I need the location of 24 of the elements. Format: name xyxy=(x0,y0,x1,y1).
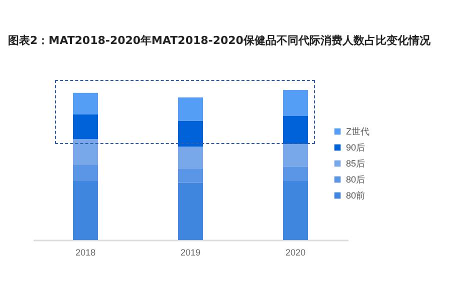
bar xyxy=(283,116,308,144)
bar xyxy=(283,181,308,240)
bar xyxy=(283,144,308,167)
bar xyxy=(73,165,98,182)
legend-label: 90后 xyxy=(346,142,366,152)
bar xyxy=(73,114,98,140)
bar xyxy=(178,97,203,121)
bar xyxy=(178,182,203,240)
legend-label: 80前 xyxy=(346,190,366,200)
bar xyxy=(178,146,203,168)
legend-label: Z世代 xyxy=(346,126,370,136)
bar xyxy=(73,181,98,240)
x-tick-label: 2018 xyxy=(75,248,96,258)
x-tick-label: 2019 xyxy=(180,248,201,258)
bar xyxy=(283,90,308,116)
legend-label: 85后 xyxy=(346,158,366,168)
x-tick-label: 2020 xyxy=(285,248,306,258)
bar xyxy=(178,168,203,183)
bar xyxy=(178,120,203,147)
legend-label: 80后 xyxy=(346,174,366,184)
bar xyxy=(73,139,98,165)
chart-title: 图表2：MAT2018-2020年MAT2018-2020保健品不同代际消费人数占比变化情况 xyxy=(8,34,432,47)
bar xyxy=(73,92,98,114)
bar xyxy=(283,166,308,182)
